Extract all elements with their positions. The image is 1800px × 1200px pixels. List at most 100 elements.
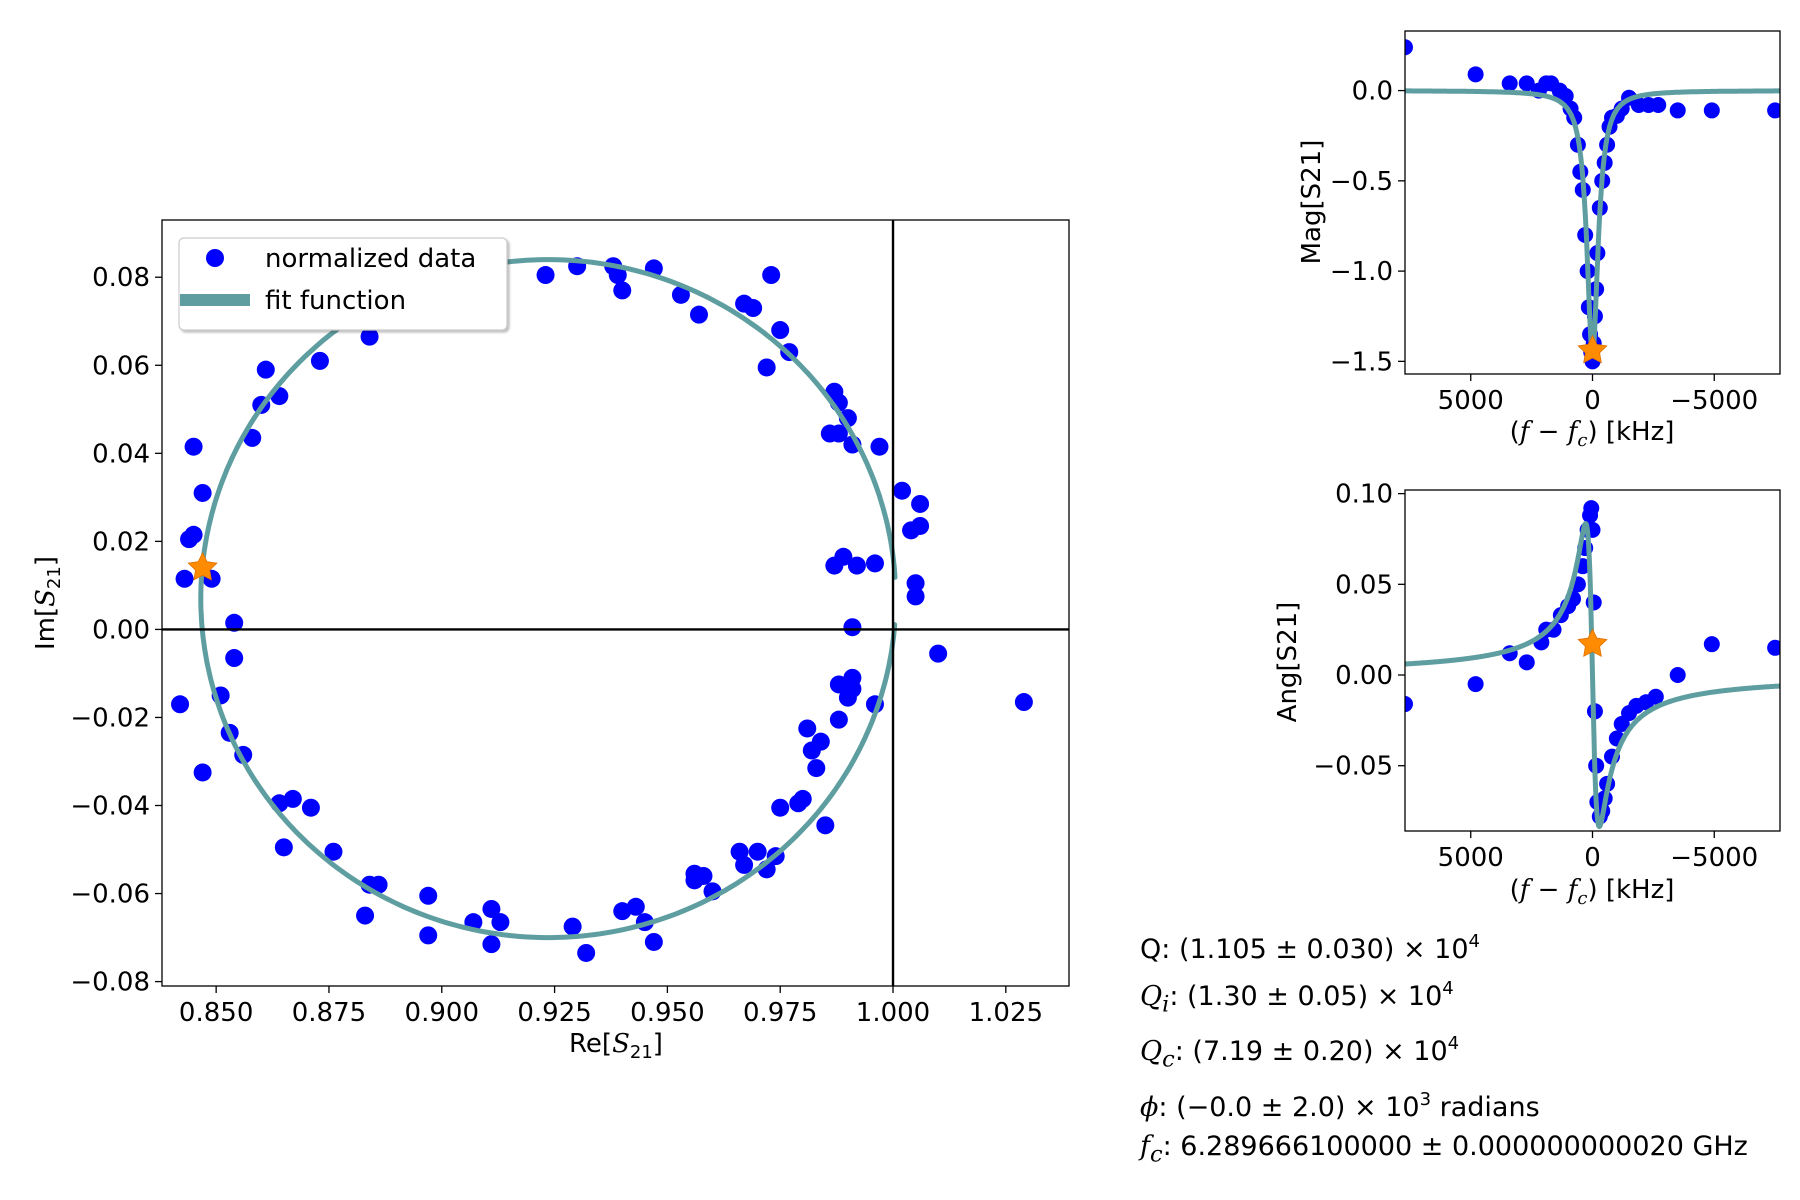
main-x-tick-label: 0.900 <box>405 998 479 1028</box>
mag-y-tick-label: −0.5 <box>1330 167 1393 197</box>
main-data-point <box>491 913 510 932</box>
main-data-point <box>184 437 203 456</box>
main-data-point <box>256 360 275 379</box>
ang-data-point <box>1647 688 1664 705</box>
mag-data-point <box>1767 102 1780 119</box>
mag-data-point <box>1467 66 1484 83</box>
main-y-tick-label: −0.08 <box>70 968 150 998</box>
main-x-tick-label: 0.975 <box>743 998 817 1028</box>
qi-subscript: i <box>1162 991 1170 1018</box>
qi-value: : (1.30 ± 0.05) × 10 <box>1169 981 1443 1012</box>
main-data-point <box>843 679 862 698</box>
magnitude-plot: 5000 0 −5000 0.0 −0.5 −1.0 −1.5 (f − fc) [kHz… <box>1297 30 1781 451</box>
ang-x-ticks: 5000 0 −5000 <box>1438 831 1758 873</box>
fc-value: : 6.289666100000 ± 0.000000000020 GHz <box>1162 1130 1748 1162</box>
mag-data-point <box>1650 97 1667 114</box>
main-data-point <box>283 789 302 808</box>
main-data-point <box>771 798 790 817</box>
main-data-point <box>613 902 632 921</box>
main-data-point <box>310 351 329 370</box>
main-data-point <box>771 321 790 340</box>
main-data-point <box>274 838 293 857</box>
mag-y-tick-label: −1.0 <box>1330 257 1393 287</box>
qc-subscript: c <box>1162 1046 1175 1073</box>
mag-data-point <box>1518 75 1535 92</box>
ang-y-ticks: 0.10 0.05 0.00 −0.05 <box>1313 480 1405 782</box>
main-data-point <box>225 613 244 632</box>
main-data-point <box>175 569 194 588</box>
phi-value: : (−0.0 ± 2.0) × 10 <box>1158 1091 1420 1123</box>
q-value: : (1.105 ± 0.030) × 10 <box>1161 934 1469 965</box>
main-data-point <box>694 866 713 885</box>
mag-x-tick-label: 0 <box>1584 386 1601 416</box>
ang-x-tick-label: 0 <box>1584 843 1601 873</box>
angle-plot: 5000 0 −5000 0.10 0.05 0.00 −0.05 (f − fc) [k… <box>1273 480 1781 909</box>
fc-subscript: c <box>1150 1141 1163 1168</box>
q-result: Q: (1.105 ± 0.030) × 104 <box>1140 922 1748 969</box>
qc-exponent: 4 <box>1447 1033 1460 1055</box>
mag-x-tick-label: −5000 <box>1670 386 1758 416</box>
main-data-point <box>171 695 190 714</box>
main-data-point <box>608 266 627 285</box>
main-x-axis-label: Re[S21] <box>569 1029 663 1063</box>
q-label: Q <box>1140 934 1162 965</box>
ang-data-point <box>1767 639 1780 656</box>
main-data-point <box>626 897 645 916</box>
main-data-point <box>865 554 884 573</box>
main-data-point <box>180 530 199 549</box>
ang-data-point <box>1518 654 1535 671</box>
qc-label: Q <box>1140 1036 1163 1068</box>
main-data-point <box>644 932 663 951</box>
mag-data-point <box>1669 102 1686 119</box>
main-data-point <box>735 855 754 874</box>
main-x-tick-label: 0.950 <box>630 998 704 1028</box>
main-data-point <box>793 789 812 808</box>
phi-unit: radians <box>1431 1091 1540 1123</box>
main-x-tick-label: 1.025 <box>969 998 1043 1028</box>
mag-y-ticks: 0.0 −0.5 −1.0 −1.5 <box>1330 77 1405 377</box>
qc-value: : (7.19 ± 0.20) × 10 <box>1174 1036 1448 1068</box>
main-data-point <box>356 906 375 925</box>
main-data-point <box>482 899 501 918</box>
qc-result: Qc: (7.19 ± 0.20) × 104 <box>1140 1024 1748 1079</box>
ang-y-axis-label: Ang[S21] <box>1273 602 1303 723</box>
main-data-point <box>360 327 379 346</box>
main-x-tick-label: 1.000 <box>856 998 930 1028</box>
main-axes-frame <box>161 219 1070 987</box>
main-fit-circle <box>198 257 898 941</box>
main-y-tick-label: 0.04 <box>92 439 150 469</box>
phi-result: ϕ: (−0.0 ± 2.0) × 103 radians <box>1140 1080 1748 1127</box>
mag-y-tick-label: 0.0 <box>1352 77 1393 107</box>
main-data-point <box>193 483 212 502</box>
ang-y-tick-label: −0.05 <box>1313 752 1393 782</box>
main-y-axis-label: Im[S21] <box>31 556 65 650</box>
legend: normalized data fit function <box>178 237 508 331</box>
main-data-point <box>847 556 866 575</box>
mag-x-ticks: 5000 0 −5000 <box>1438 374 1758 416</box>
ang-y-tick-label: 0.05 <box>1335 570 1393 600</box>
ang-data-point <box>1405 696 1413 713</box>
main-data-point <box>671 285 690 304</box>
main-data-point <box>870 437 889 456</box>
mag-y-tick-label: −1.5 <box>1330 347 1393 377</box>
main-y-tick-label: 0.06 <box>92 351 150 381</box>
ang-x-axis-label: (f − fc) [kHz] <box>1510 875 1675 909</box>
main-x-tick-label: 0.850 <box>179 998 253 1028</box>
main-fit-layer <box>198 257 898 941</box>
ang-x-tick-label: 5000 <box>1438 843 1504 873</box>
main-y-tick-label: −0.04 <box>70 792 150 822</box>
main-data-point <box>798 719 817 738</box>
q-exponent: 4 <box>1468 931 1480 952</box>
ang-y-tick-label: 0.00 <box>1335 661 1393 691</box>
main-data-point <box>577 943 596 962</box>
ang-fit-layer <box>1405 521 1780 829</box>
main-data-point <box>906 574 925 593</box>
main-y-ticks: −0.08 −0.06 −0.04 −0.02 0.00 0.02 0.04 0.06 0.08 <box>70 263 162 998</box>
main-data-point <box>757 358 776 377</box>
main-data-point <box>893 481 912 500</box>
main-data-point <box>807 759 826 778</box>
main-data-point <box>748 842 767 861</box>
main-data-point <box>1014 693 1033 712</box>
main-data-point <box>843 618 862 637</box>
